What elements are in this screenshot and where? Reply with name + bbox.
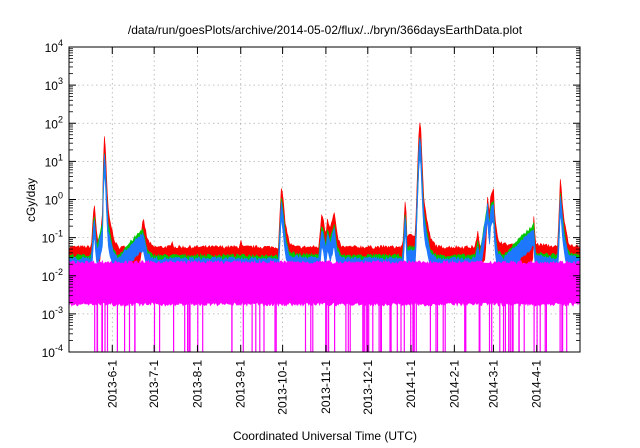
y-tick-label: 104 bbox=[45, 38, 63, 55]
x-tick-label: 2014-1-1 bbox=[404, 360, 418, 408]
series-band bbox=[68, 259, 581, 307]
x-axis-label: Coordinated Universal Time (UTC) bbox=[233, 429, 417, 443]
x-tick-label: 2014-4-1 bbox=[530, 360, 544, 408]
x-axis-tick-labels: 2013-6-1 2013-7-1 2013-8-1 2013-9-1 2013-10-… bbox=[105, 360, 543, 415]
x-tick-label: 2013-6-1 bbox=[105, 360, 119, 408]
x-tick-label: 2013-11-1 bbox=[319, 360, 333, 414]
y-axis-tick-labels: 10-4 10-3 10-2 10-1 100 101 102 103 104 bbox=[42, 38, 63, 360]
y-tick-label: 102 bbox=[45, 114, 63, 131]
x-tick-label: 2013-12-1 bbox=[361, 360, 375, 415]
gridlines bbox=[69, 47, 580, 352]
series-3 bbox=[68, 259, 581, 352]
y-tick-label: 101 bbox=[45, 152, 63, 169]
y-tick-label: 103 bbox=[45, 76, 63, 93]
y-tick-label: 10-1 bbox=[42, 229, 63, 246]
x-tick-label: 2014-3-1 bbox=[486, 360, 500, 408]
axis-ticks bbox=[69, 46, 580, 353]
y-tick-label: 10-3 bbox=[42, 305, 63, 322]
y-tick-label: 10-2 bbox=[42, 267, 63, 284]
y-tick-label: 100 bbox=[45, 191, 63, 208]
plot-area bbox=[68, 122, 581, 352]
chart-title: /data/run/goesPlots/archive/2014-05-02/f… bbox=[128, 23, 523, 37]
y-tick-label: 10-4 bbox=[42, 343, 63, 360]
y-axis-label: cGy/day bbox=[24, 178, 38, 222]
x-tick-label: 2014-2-1 bbox=[447, 360, 461, 408]
x-tick-label: 2013-10-1 bbox=[276, 360, 290, 415]
x-tick-label: 2013-8-1 bbox=[190, 360, 204, 408]
x-tick-label: 2013-7-1 bbox=[147, 360, 161, 408]
x-tick-label: 2013-9-1 bbox=[234, 360, 248, 408]
